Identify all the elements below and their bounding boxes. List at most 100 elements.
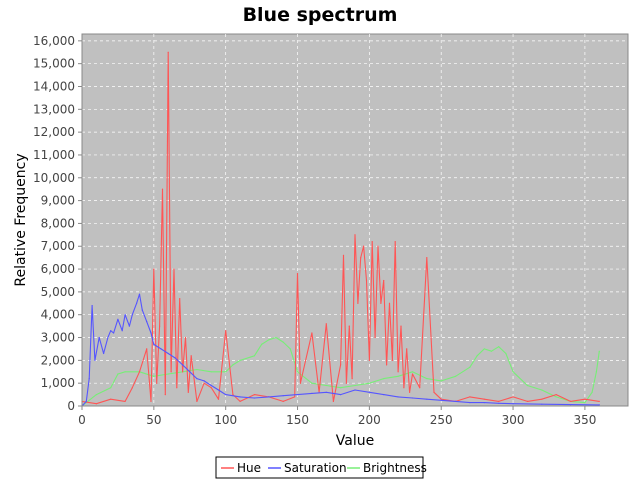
data-point-brightness — [383, 378, 385, 380]
y-tick-label: 16,000 — [33, 34, 75, 48]
data-point-hue — [131, 387, 133, 389]
axes: 0 1,000 2,000 3,000 4,000 5,000 6,000 7,000 8,00… — [33, 34, 628, 427]
x-tick-label: 350 — [573, 413, 596, 427]
data-point-saturation — [354, 389, 356, 391]
data-point-hue — [161, 188, 164, 190]
data-point-hue — [225, 330, 227, 332]
data-point-saturation — [383, 394, 385, 396]
data-point-saturation — [98, 336, 100, 339]
data-point-hue — [354, 234, 356, 236]
data-point-brightness — [110, 387, 112, 389]
data-point-hue — [325, 323, 327, 325]
data-point-saturation — [325, 391, 327, 393]
data-point-hue — [526, 400, 529, 402]
data-point-brightness — [498, 346, 500, 348]
data-point-saturation — [426, 398, 428, 400]
data-point-hue — [383, 279, 385, 282]
data-point-hue — [371, 241, 373, 243]
data-point-brightness — [541, 389, 543, 391]
data-point-saturation — [282, 395, 284, 397]
x-axis-label: Value — [336, 433, 374, 449]
data-point-hue — [203, 382, 205, 384]
data-point-hue — [311, 332, 313, 334]
data-point-hue — [196, 400, 198, 402]
data-point-hue — [569, 400, 572, 402]
y-tick-label: 1,000 — [41, 376, 75, 390]
data-point-hue — [164, 394, 166, 396]
data-point-saturation — [569, 404, 572, 406]
grid — [82, 34, 628, 406]
data-point-saturation — [136, 302, 138, 304]
data-point-brightness — [124, 371, 126, 373]
data-point-hue — [342, 254, 345, 256]
data-point-hue — [294, 396, 296, 398]
data-point-brightness — [261, 343, 263, 345]
data-point-brightness — [210, 371, 212, 373]
data-point-hue — [170, 371, 172, 373]
data-point-hue — [512, 396, 514, 398]
data-point-saturation — [110, 330, 112, 332]
data-point-hue — [391, 359, 393, 361]
data-point-hue — [360, 257, 362, 259]
data-point-hue — [239, 400, 241, 402]
data-point-hue — [440, 398, 442, 400]
data-point-saturation — [455, 400, 457, 402]
chart-title: Blue spectrum — [243, 4, 398, 26]
data-point-hue — [394, 241, 396, 243]
data-point-saturation — [153, 343, 155, 345]
data-point-brightness — [455, 375, 457, 377]
data-point-hue — [153, 268, 155, 270]
y-tick-label: 4,000 — [41, 308, 75, 322]
data-point-hue — [409, 391, 411, 393]
x-tick-label: 150 — [286, 413, 309, 427]
data-point-hue — [469, 396, 471, 398]
data-point-saturation — [239, 396, 241, 398]
data-point-hue — [498, 400, 500, 402]
data-point-saturation — [512, 403, 514, 405]
data-point-hue — [368, 359, 370, 361]
data-point-hue — [95, 403, 97, 405]
y-tick-label: 8,000 — [41, 216, 75, 230]
data-point-saturation — [88, 378, 90, 380]
data-point-saturation — [296, 394, 299, 396]
data-point-hue — [124, 400, 126, 402]
legend-box — [215, 456, 424, 479]
data-point-saturation — [150, 332, 152, 334]
series-layer — [81, 51, 600, 407]
data-point-brightness — [483, 348, 485, 350]
data-point-hue — [555, 394, 557, 396]
data-point-brightness — [232, 364, 234, 366]
data-point-brightness — [239, 359, 241, 361]
data-point-hue — [419, 387, 421, 389]
data-point-brightness — [598, 350, 600, 352]
legend-label-hue: Hue — [237, 461, 261, 475]
data-point-hue — [232, 394, 234, 396]
data-point-saturation — [124, 314, 126, 316]
data-point-saturation — [146, 321, 148, 323]
data-point-hue — [138, 371, 141, 373]
data-point-brightness — [153, 375, 155, 377]
data-point-hue — [406, 348, 408, 350]
data-point-brightness — [282, 341, 284, 343]
data-point-saturation — [210, 384, 212, 387]
data-point-hue — [156, 382, 158, 384]
data-point-saturation — [541, 403, 543, 405]
data-point-saturation — [440, 399, 442, 401]
data-point-saturation — [203, 380, 205, 382]
x-tick-label: 100 — [214, 413, 237, 427]
data-point-hue — [179, 298, 181, 300]
data-point-saturation — [167, 352, 169, 355]
data-point-hue — [598, 400, 600, 402]
y-axis-label: Relative Frequency — [13, 153, 29, 286]
data-point-hue — [426, 257, 428, 259]
data-point-hue — [159, 325, 161, 327]
data-point-saturation — [174, 357, 176, 359]
y-tick-label: 9,000 — [41, 194, 75, 208]
data-point-hue — [340, 364, 342, 366]
data-point-hue — [173, 268, 175, 270]
data-point-saturation — [103, 352, 105, 355]
data-point-hue — [348, 325, 350, 327]
data-point-saturation — [268, 396, 270, 398]
legend-label-brightness: Brightness — [363, 461, 427, 475]
data-point-hue — [386, 364, 388, 366]
